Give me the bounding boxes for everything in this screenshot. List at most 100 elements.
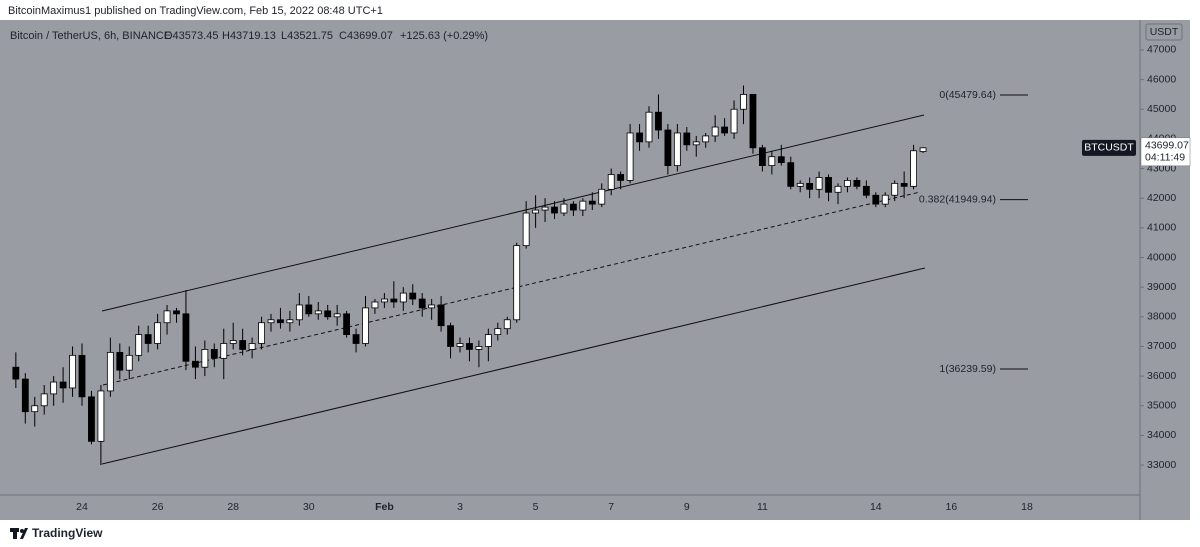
candle-body bbox=[286, 319, 294, 324]
candle-body bbox=[333, 313, 341, 318]
candle-body bbox=[305, 304, 313, 315]
footer-brand: TradingView bbox=[32, 526, 103, 540]
symbol-label: BTCUSDT bbox=[1084, 142, 1134, 154]
candle-body bbox=[229, 340, 237, 344]
y-tick-label: 45000 bbox=[1147, 103, 1176, 115]
symbol-title: Bitcoin / TetherUS, 6h, BINANCE bbox=[10, 30, 171, 42]
candle-body bbox=[399, 292, 407, 303]
candle-body bbox=[371, 301, 379, 309]
y-tick-label: 38000 bbox=[1147, 311, 1176, 323]
y-tick-label: 47000 bbox=[1147, 44, 1176, 56]
candle-body bbox=[579, 200, 587, 211]
candle-body bbox=[636, 132, 643, 143]
candle-body bbox=[551, 206, 558, 214]
candle-body bbox=[721, 126, 728, 134]
x-tick-label: 18 bbox=[1021, 501, 1033, 513]
x-tick-label: 5 bbox=[533, 501, 539, 513]
candle-body bbox=[466, 343, 473, 350]
y-tick-label: 39000 bbox=[1147, 281, 1176, 293]
candle-body bbox=[645, 111, 653, 143]
legend-high: H43719.13 bbox=[222, 30, 276, 42]
x-tick-label: 3 bbox=[457, 501, 463, 513]
candle-body bbox=[182, 313, 190, 362]
y-tick-label: 36000 bbox=[1147, 370, 1176, 382]
fib-label: 0.382(41949.94) bbox=[919, 193, 996, 205]
candle-body bbox=[352, 334, 360, 344]
y-tick-label: 46000 bbox=[1147, 73, 1176, 85]
candle-body bbox=[447, 325, 454, 347]
legend-open: O43573.45 bbox=[164, 30, 218, 42]
candle-body bbox=[248, 343, 256, 350]
legend-close: C43699.07 bbox=[339, 30, 393, 42]
candle-body bbox=[191, 360, 199, 368]
legend-low: L43521.75 bbox=[281, 30, 333, 42]
candle-body bbox=[69, 354, 76, 389]
candle-body bbox=[362, 307, 369, 344]
candle-body bbox=[872, 194, 880, 205]
candle-body bbox=[834, 185, 842, 193]
x-tick-label: 16 bbox=[946, 501, 958, 513]
candle-body bbox=[900, 182, 908, 187]
candle-body bbox=[125, 354, 133, 371]
y-tick-label: 40000 bbox=[1147, 251, 1176, 263]
candle-body bbox=[116, 351, 124, 371]
candle-body bbox=[692, 141, 700, 146]
candle-body bbox=[588, 200, 596, 205]
candle-body bbox=[428, 304, 436, 309]
candle-body bbox=[806, 182, 814, 190]
candle-body bbox=[617, 174, 625, 181]
y-tick-label: 34000 bbox=[1147, 429, 1176, 441]
publisher: BitcoinMaximus1 published on TradingView… bbox=[8, 5, 383, 17]
last-price: 43699.07 bbox=[1145, 140, 1189, 152]
y-tick-label: 33000 bbox=[1147, 459, 1176, 471]
candle-body bbox=[683, 132, 691, 146]
fib-label: 0(45479.64) bbox=[939, 89, 996, 101]
candle-body bbox=[522, 212, 530, 247]
candle-body bbox=[456, 343, 464, 347]
candle-body bbox=[314, 310, 322, 315]
candle-body bbox=[494, 328, 502, 335]
candle-body bbox=[409, 292, 417, 300]
candle-body bbox=[163, 310, 171, 324]
candle-body bbox=[598, 188, 606, 205]
candle-body bbox=[220, 343, 228, 359]
candle-body bbox=[31, 405, 39, 413]
candle-body bbox=[570, 203, 577, 211]
x-tick-label: 7 bbox=[608, 501, 614, 513]
candle-body bbox=[749, 94, 757, 149]
candle-body bbox=[881, 194, 889, 205]
candle-body bbox=[390, 298, 398, 303]
footer-logo bbox=[10, 528, 28, 539]
candle-body bbox=[655, 111, 662, 131]
symbol-badge bbox=[1082, 139, 1136, 156]
x-tick-label: 11 bbox=[757, 501, 768, 513]
candle-body bbox=[541, 206, 549, 211]
price-badge bbox=[1140, 137, 1191, 167]
x-tick-label: Feb bbox=[375, 501, 394, 513]
candle-body bbox=[380, 298, 388, 303]
candle-body bbox=[239, 340, 247, 350]
candle-body bbox=[532, 209, 539, 214]
candle-body bbox=[560, 203, 568, 214]
x-tick-label: 14 bbox=[870, 501, 882, 513]
y-tick-label: 35000 bbox=[1147, 400, 1176, 412]
candle-body bbox=[475, 346, 483, 350]
candle-body bbox=[343, 313, 351, 335]
candle-body bbox=[777, 156, 785, 164]
candle-body bbox=[210, 349, 218, 359]
candle-body bbox=[135, 334, 143, 356]
x-tick-label: 9 bbox=[684, 501, 690, 513]
candle-body bbox=[59, 381, 67, 389]
channel-lower bbox=[101, 267, 926, 465]
candle-body bbox=[97, 390, 105, 442]
candle-body bbox=[258, 322, 265, 344]
candle-body bbox=[891, 182, 899, 196]
plot-background bbox=[0, 20, 1190, 520]
y-tick-label: 41000 bbox=[1147, 222, 1176, 234]
candle-body bbox=[503, 319, 511, 330]
fib-label: 1(36239.59) bbox=[939, 363, 996, 375]
candle-body bbox=[607, 174, 615, 190]
candle-body bbox=[12, 366, 20, 380]
candle-body bbox=[740, 94, 747, 110]
candle-body bbox=[201, 349, 209, 368]
